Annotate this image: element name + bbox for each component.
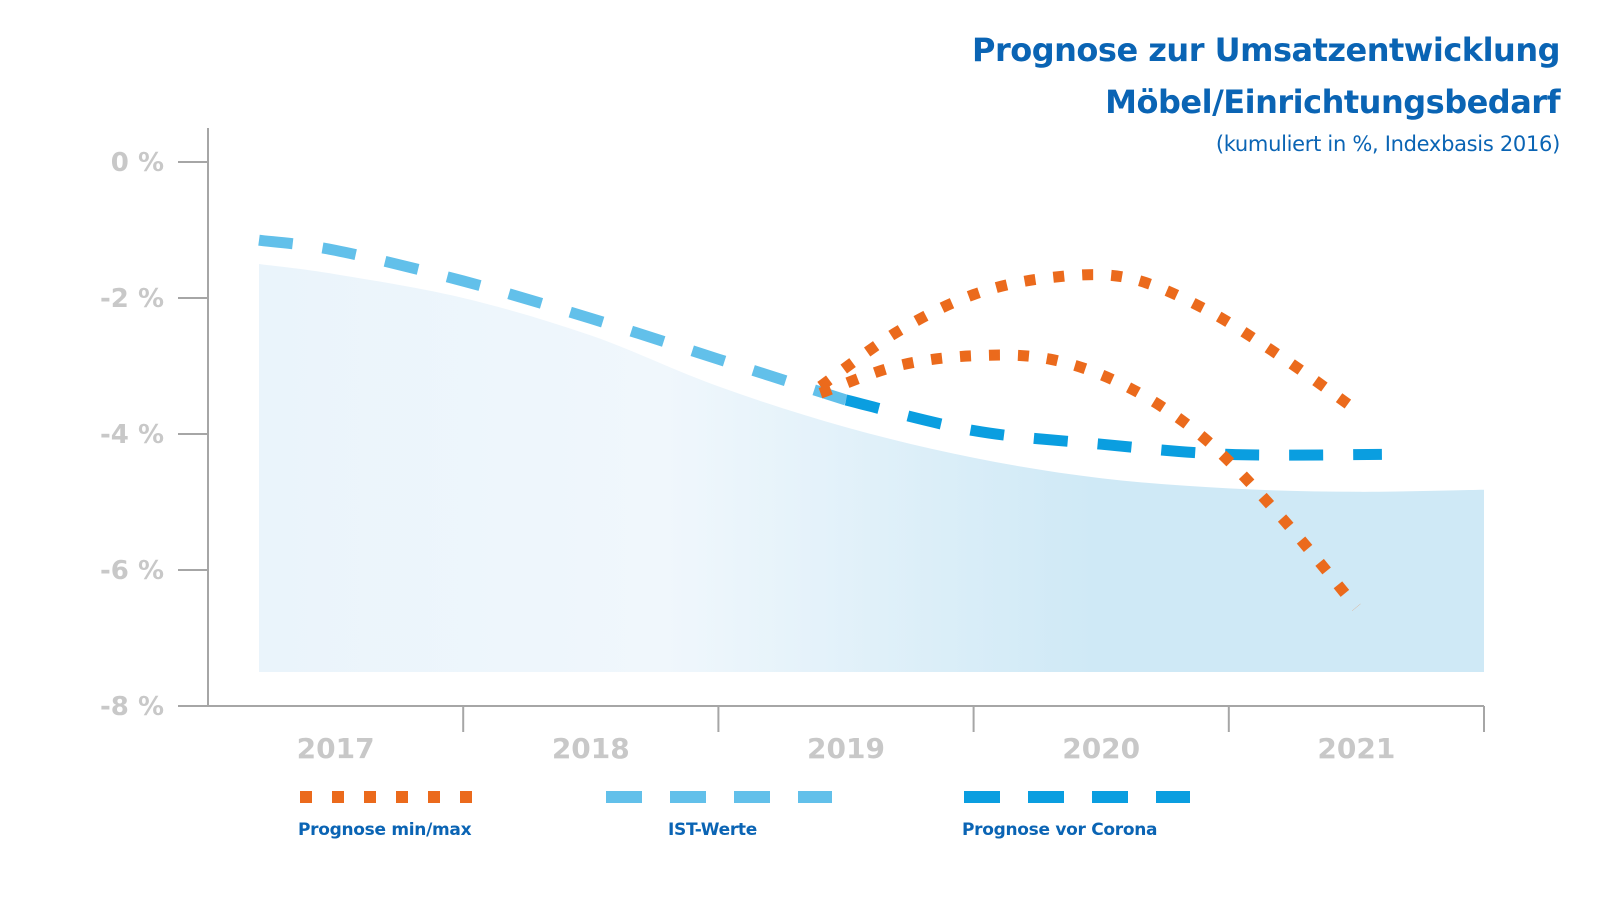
y-tick-label: -2 % bbox=[100, 284, 164, 314]
x-tick-label: 2017 bbox=[297, 732, 375, 765]
series-line-ist-werte-0 bbox=[258, 234, 848, 406]
chart-title-line-1: Prognose zur Umsatzentwicklung bbox=[972, 31, 1561, 69]
x-tick-label: 2018 bbox=[552, 732, 630, 765]
legend-label-ist: IST-Werte bbox=[668, 820, 757, 840]
x-tick-label: 2021 bbox=[1317, 732, 1395, 765]
legend-item-ist: IST-Werte bbox=[604, 790, 834, 840]
chart-subtitle: (kumuliert in %, Indexbasis 2016) bbox=[1215, 132, 1560, 156]
series-line-prognose-min-max-2 bbox=[817, 269, 1360, 415]
legend-item-corona: Prognose vor Corona bbox=[962, 790, 1192, 840]
legend-swatch-minmax bbox=[300, 791, 486, 803]
y-tick-label: -8 % bbox=[100, 692, 164, 722]
legend-swatch-ist bbox=[606, 791, 832, 803]
series-line-prognose-vor-corona-1 bbox=[844, 394, 1382, 461]
y-tick-label: -6 % bbox=[100, 556, 164, 586]
legend-label-minmax: Prognose min/max bbox=[298, 820, 472, 840]
legend: Prognose min/max IST-Werte Prognose vor … bbox=[0, 790, 1600, 850]
legend-label-corona: Prognose vor Corona bbox=[962, 820, 1158, 840]
chart-title-line-2: Möbel/Einrichtungsbedarf bbox=[1105, 83, 1560, 121]
x-tick-label: 2019 bbox=[807, 732, 885, 765]
legend-item-minmax: Prognose min/max bbox=[298, 790, 488, 840]
chart-title-block: Prognose zur Umsatzentwicklung Möbel/Ein… bbox=[972, 24, 1561, 160]
chart-area-band bbox=[259, 264, 1484, 672]
series-line-prognose-min-max-3 bbox=[818, 349, 1361, 611]
x-tick-label: 2020 bbox=[1062, 732, 1140, 765]
y-tick-label: -4 % bbox=[100, 420, 164, 450]
y-tick-label: 0 % bbox=[111, 148, 164, 178]
legend-swatch-corona bbox=[964, 791, 1190, 803]
